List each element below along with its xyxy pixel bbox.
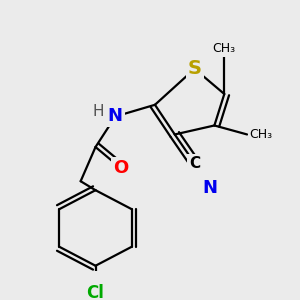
- Text: N: N: [108, 107, 123, 125]
- Text: H: H: [93, 104, 104, 119]
- Text: C: C: [189, 156, 200, 171]
- Text: CH₃: CH₃: [213, 42, 236, 55]
- Text: CH₃: CH₃: [249, 128, 272, 141]
- Text: O: O: [113, 159, 128, 177]
- Text: Cl: Cl: [87, 284, 104, 300]
- Text: N: N: [202, 179, 217, 197]
- Text: S: S: [188, 59, 202, 78]
